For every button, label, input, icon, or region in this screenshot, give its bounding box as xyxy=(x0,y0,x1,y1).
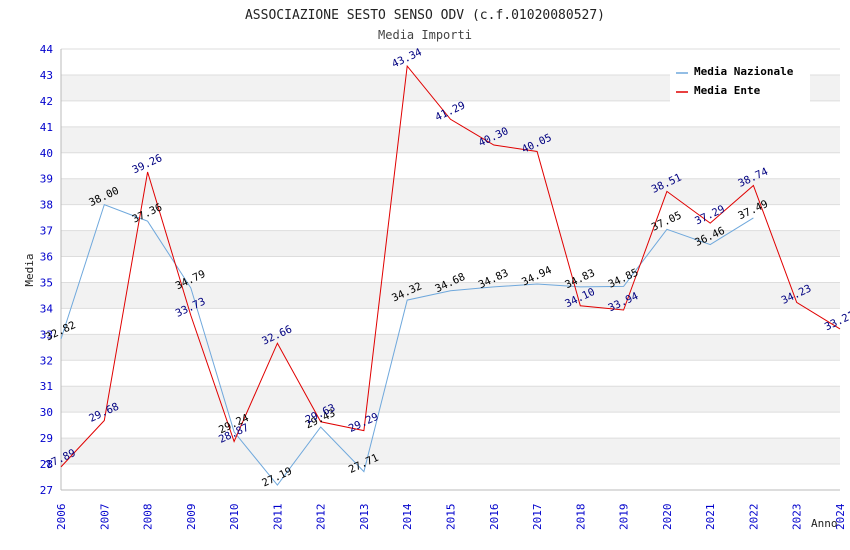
y-tick-label: 31 xyxy=(40,380,53,393)
x-tick-label: 2023 xyxy=(791,504,804,531)
y-tick-label: 40 xyxy=(40,147,53,160)
chart-subtitle: Media Importi xyxy=(378,28,472,42)
grid-bands xyxy=(61,74,840,465)
legend: Media Nazionale Media Ente xyxy=(670,60,810,102)
data-label: 37.29 xyxy=(693,203,727,227)
x-axis-label: Anno xyxy=(811,517,838,530)
x-tick-label: 2022 xyxy=(747,504,760,531)
x-tick-label: 2014 xyxy=(401,503,414,530)
grid-band xyxy=(61,386,840,413)
y-axis-label: Media xyxy=(23,253,36,286)
x-tick-label: 2020 xyxy=(661,504,674,531)
series-lines xyxy=(60,64,841,486)
series-line-media-nazionale xyxy=(60,203,754,486)
y-tick-labels: 27 28 29 30 31 32 33 34 35 36 37 38 39 40 41 42 43 44 xyxy=(40,43,54,497)
y-tick-label: 30 xyxy=(40,406,53,419)
y-tick-label: 43 xyxy=(40,69,53,82)
grid-band xyxy=(61,230,840,257)
x-tick-label: 2016 xyxy=(488,504,501,531)
data-label: 33.21 xyxy=(823,309,850,333)
y-tick-label: 33 xyxy=(40,328,53,341)
data-label: 27.19 xyxy=(260,465,294,489)
y-tick-label: 29 xyxy=(40,432,53,445)
chart-title: ASSOCIAZIONE SESTO SENSO ODV (c.f.010200… xyxy=(245,8,605,23)
series-line-media-ente xyxy=(60,64,841,468)
y-tick-label: 27 xyxy=(40,484,53,497)
x-tick-label: 2013 xyxy=(358,504,371,531)
grid-band xyxy=(61,438,840,465)
x-tick-label: 2012 xyxy=(315,504,328,531)
x-tick-label: 2010 xyxy=(228,504,241,531)
x-tick-label: 2011 xyxy=(271,504,284,531)
y-tick-label: 37 xyxy=(40,225,53,238)
x-tick-label: 2006 xyxy=(55,504,68,531)
y-tick-label: 42 xyxy=(40,95,53,108)
x-tick-label: 2007 xyxy=(98,504,111,531)
x-tick-label: 2015 xyxy=(445,504,458,531)
x-tick-label: 2009 xyxy=(185,504,198,531)
y-tick-label: 38 xyxy=(40,199,53,212)
x-tick-label: 2008 xyxy=(142,504,155,531)
y-tick-label: 36 xyxy=(40,251,53,264)
x-tick-label: 2017 xyxy=(531,504,544,531)
y-tick-label: 28 xyxy=(40,458,53,471)
y-tick-label: 39 xyxy=(40,173,53,186)
grid-band xyxy=(61,126,840,153)
x-tick-label: 2021 xyxy=(704,504,717,531)
x-tick-label: 2024 xyxy=(834,503,847,530)
data-label: 29.29 xyxy=(347,411,381,435)
grid-lines xyxy=(61,48,840,491)
x-tick-label: 2018 xyxy=(574,504,587,531)
y-tick-label: 35 xyxy=(40,276,53,289)
grid-band xyxy=(61,282,840,309)
y-tick-label: 32 xyxy=(40,354,53,367)
grid-band xyxy=(61,334,840,361)
legend-box xyxy=(670,60,810,102)
grid-band xyxy=(61,178,840,205)
legend-label-media-ente: Media Ente xyxy=(694,84,761,97)
y-tick-label: 41 xyxy=(40,121,53,134)
y-tick-label: 34 xyxy=(40,302,54,315)
data-labels: 32.8238.0037.3634.7929.2427.1929.4327.71… xyxy=(44,46,850,489)
legend-label-media-nazionale: Media Nazionale xyxy=(694,65,794,78)
y-tick-label: 44 xyxy=(40,43,54,56)
x-tick-labels: 2006 2007 2008 2009 2010 2011 2012 2013 2014 2015… xyxy=(55,503,847,530)
x-tick-label: 2019 xyxy=(618,504,631,531)
data-label: 41.29 xyxy=(433,99,467,123)
